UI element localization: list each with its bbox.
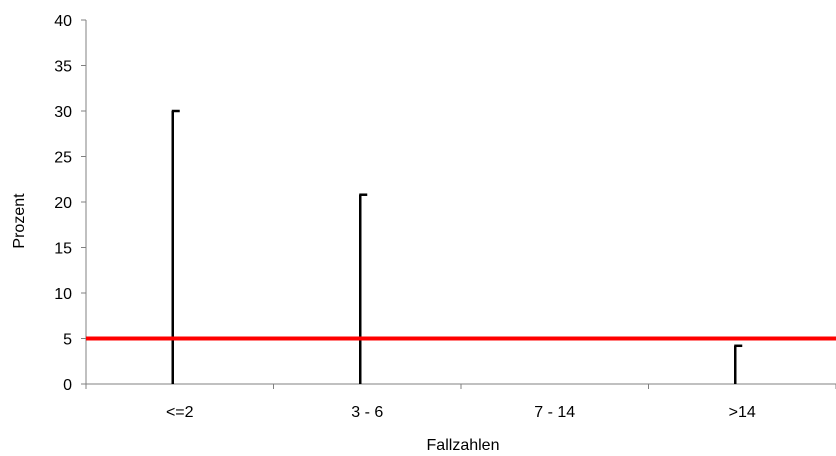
y-tick-label: 25 (54, 150, 72, 167)
y-tick-label: 5 (63, 332, 72, 349)
x-tick-label: 7 - 14 (534, 404, 575, 421)
bar (171, 109, 180, 384)
y-tick-label: 40 (54, 13, 72, 30)
x-tick-label: >14 (729, 404, 756, 421)
y-tick-label: 35 (54, 59, 72, 76)
y-tick-label: 0 (63, 377, 72, 394)
bars (171, 109, 743, 384)
x-axis-title: Fallzahlen (427, 437, 500, 454)
y-tick-label: 20 (54, 195, 72, 212)
y-axis-title: Prozent (11, 193, 28, 249)
bar (734, 344, 743, 384)
y-axis-ticks: 0 5 10 15 20 25 30 35 40 (54, 13, 86, 394)
x-tick-label: <=2 (166, 404, 194, 421)
x-axis-ticks: <=2 3 - 6 7 - 14 >14 (85, 384, 836, 421)
bar (359, 193, 368, 384)
x-tick-label: 3 - 6 (351, 404, 383, 421)
y-tick-label: 10 (54, 286, 72, 303)
axes (85, 20, 836, 385)
y-tick-label: 30 (54, 104, 72, 121)
y-tick-label: 15 (54, 241, 72, 258)
